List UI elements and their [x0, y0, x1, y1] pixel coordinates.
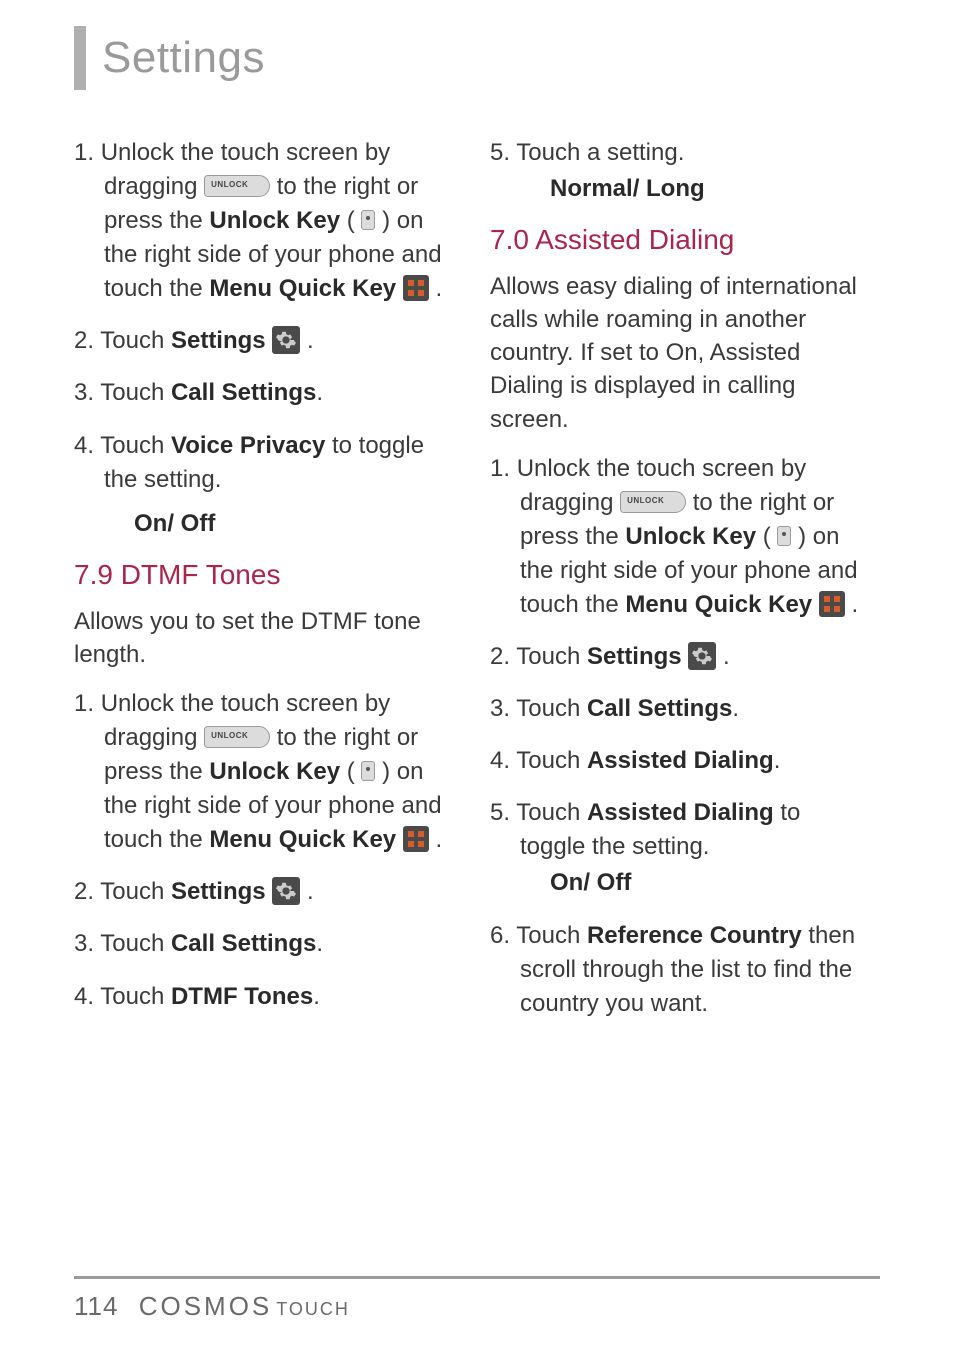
footer-line: 114 COSMOSTOUCH — [74, 1291, 880, 1322]
step-4: 4. Touch Assisted Dialing. — [490, 744, 860, 778]
step-2: 2. Touch Settings . — [74, 875, 444, 909]
step-1: 1. Unlock the touch screen by dragging t… — [74, 687, 444, 857]
footer-rule — [74, 1276, 880, 1279]
page: Settings 1. Unlock the touch screen by d… — [0, 0, 954, 1372]
brand-suffix: TOUCH — [276, 1299, 350, 1319]
brand-name: COSMOS — [139, 1291, 273, 1321]
step-5: 5. Touch a setting. Normal/ Long — [490, 136, 860, 206]
settings-gear-icon — [272, 877, 300, 905]
dtmf-steps: 1. Unlock the touch screen by dragging t… — [74, 687, 444, 1014]
menu-quick-key-icon — [403, 275, 429, 301]
left-column: 1. Unlock the touch screen by dragging t… — [74, 136, 444, 1039]
page-title: Settings — [102, 33, 265, 83]
unlock-slider-icon — [204, 726, 270, 748]
section-7-9-heading: 7.9 DTMF Tones — [74, 559, 444, 591]
unlock-key-icon — [361, 761, 375, 781]
menu-quick-key-icon — [819, 591, 845, 617]
step-3: 3. Touch Call Settings. — [490, 692, 860, 726]
assisted-dialing-options: On/ Off — [520, 866, 860, 900]
step-1: 1. Unlock the touch screen by dragging t… — [490, 452, 860, 622]
unlock-slider-icon — [620, 491, 686, 513]
step-2: 2. Touch Settings . — [74, 324, 444, 358]
step-4: 4. Touch Voice Privacy to toggle the set… — [74, 429, 444, 541]
right-column: 5. Touch a setting. Normal/ Long 7.0 Ass… — [490, 136, 860, 1039]
dtmf-options: Normal/ Long — [520, 172, 860, 206]
step-1: 1. Unlock the touch screen by dragging t… — [74, 136, 444, 306]
assisted-dialing-steps: 1. Unlock the touch screen by dragging t… — [490, 452, 860, 1021]
dtmf-steps-cont: 5. Touch a setting. Normal/ Long — [490, 136, 860, 206]
step-3: 3. Touch Call Settings. — [74, 376, 444, 410]
title-row: Settings — [74, 26, 880, 90]
step-5: 5. Touch Assisted Dialing to toggle the … — [490, 796, 860, 900]
page-number: 114 — [74, 1291, 118, 1321]
title-accent-bar — [74, 26, 86, 90]
step-3: 3. Touch Call Settings. — [74, 927, 444, 961]
step-2: 2. Touch Settings . — [490, 640, 860, 674]
voice-privacy-options: On/ Off — [104, 507, 444, 541]
step-4: 4. Touch DTMF Tones. — [74, 980, 444, 1014]
settings-gear-icon — [688, 642, 716, 670]
voice-privacy-steps: 1. Unlock the touch screen by dragging t… — [74, 136, 444, 541]
unlock-slider-icon — [204, 175, 270, 197]
menu-quick-key-icon — [403, 826, 429, 852]
page-footer: 114 COSMOSTOUCH — [74, 1276, 880, 1322]
unlock-key-icon — [361, 210, 375, 230]
content-columns: 1. Unlock the touch screen by dragging t… — [74, 136, 880, 1039]
step-6: 6. Touch Reference Country then scroll t… — [490, 919, 860, 1021]
section-7-0-heading: 7.0 Assisted Dialing — [490, 224, 860, 256]
assisted-dialing-intro: Allows easy dialing of international cal… — [490, 270, 860, 436]
dtmf-intro: Allows you to set the DTMF tone length. — [74, 605, 444, 671]
settings-gear-icon — [272, 326, 300, 354]
unlock-key-icon — [777, 526, 791, 546]
